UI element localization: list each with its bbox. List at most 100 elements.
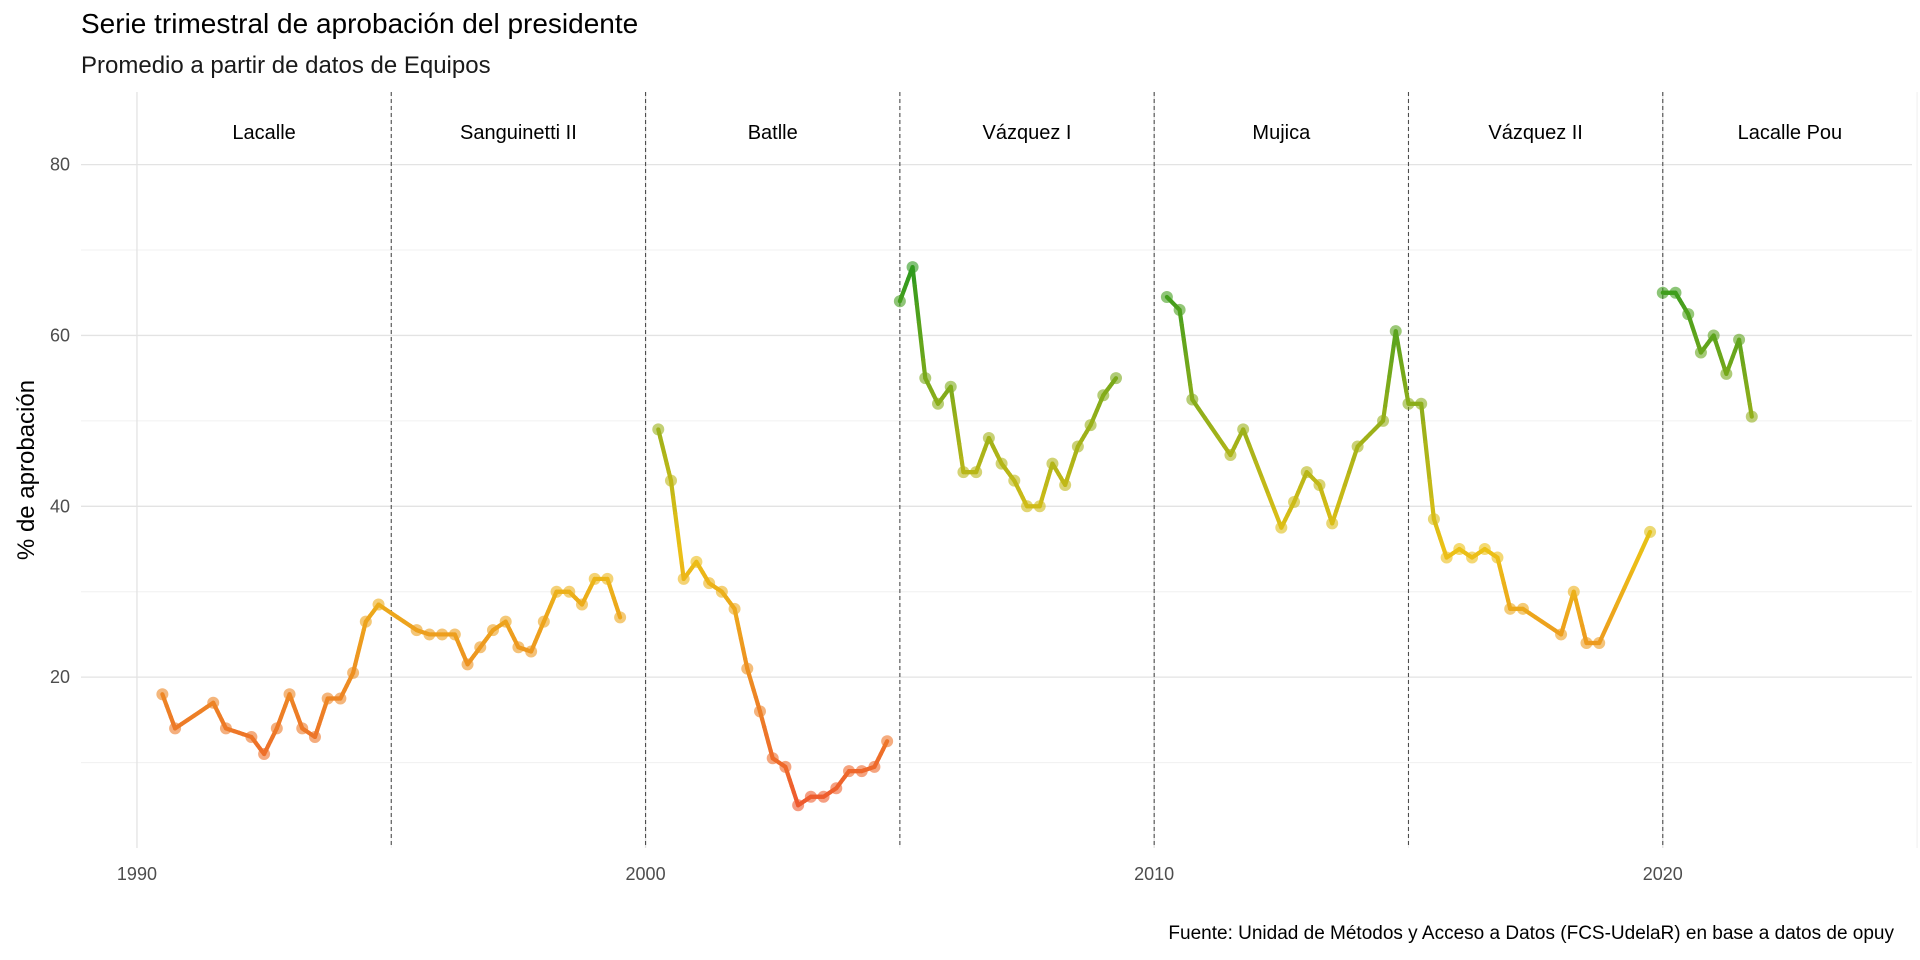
data-point [1682,308,1695,321]
data-point [550,585,563,598]
data-point [1377,414,1390,427]
data-point [830,782,843,795]
series-line-segment [912,283,919,307]
data-point [1466,551,1479,564]
series-line-segment [916,320,924,344]
series-line-segment [957,441,964,460]
data-point [1110,372,1123,385]
data-point [308,730,321,743]
data-point [1224,449,1237,462]
series-line-segment [1614,585,1627,609]
data-point [715,585,728,598]
data-point [970,466,983,479]
data-point [1555,628,1568,641]
series-line-segment [914,302,922,325]
data-point [1008,474,1021,487]
series-line-segment [1334,495,1343,513]
term-label: Mujica [1252,122,1311,144]
series-line-segment [1181,337,1189,357]
data-point [588,572,601,585]
chart-subtitle: Promedio a partir de datos de Equipos [81,52,491,79]
y-tick-label: 80 [50,155,70,175]
series-line-segment [1266,492,1278,514]
series-line-segment [1342,470,1352,488]
data-point [1453,543,1466,556]
grid-lines [81,92,1918,848]
data-point [766,752,779,765]
data-point [448,628,461,641]
x-tick-label: 1990 [117,864,157,884]
data-point [563,585,576,598]
data-point [753,705,766,718]
data-point [1733,333,1746,346]
data-point [881,735,894,748]
data-point [1580,636,1593,649]
data-point [283,688,296,701]
term-dividers [390,92,1664,848]
data-point [664,474,677,487]
data-point [461,658,474,671]
data-point [1504,602,1517,615]
data-point [677,572,690,585]
series-line-segment [1605,603,1619,627]
data-point [1288,496,1301,509]
data-point [843,765,856,778]
data-point [855,765,868,778]
data-point [601,572,614,585]
data-point [372,598,385,611]
data-point [169,722,182,735]
data-point [779,760,792,773]
y-tick-label: 60 [50,325,70,345]
data-point [156,688,169,701]
x-tick-label: 2000 [626,864,666,884]
data-point [1046,457,1059,470]
series-line-segment [1387,358,1394,379]
series-line-segment [1260,476,1271,498]
series-lines [160,265,1754,808]
series-line-segment [675,527,682,549]
series-line-segment [1741,363,1748,381]
source-caption: Fuente: Unidad de Métodos y Acceso a Dat… [1168,923,1894,944]
series-line-segment [1347,457,1356,475]
data-point [486,624,499,637]
series-points [156,261,1758,812]
data-point [347,666,360,679]
data-point [893,295,906,308]
series-line-segment [671,494,678,516]
data-point [258,748,271,761]
data-point [1059,478,1072,491]
data-point [575,598,588,611]
series-line-segment [918,339,926,362]
data-point [1326,517,1339,530]
data-point [1478,543,1491,556]
data-point [982,431,995,444]
data-point [1237,423,1250,436]
data-point [321,692,334,705]
series-line-segment [673,511,680,532]
data-point [525,645,538,658]
data-point [614,611,627,624]
data-point [270,722,283,735]
x-axis-ticks: 1990 2000 2010 2020 [117,864,1683,884]
data-point [919,372,932,385]
data-point [817,790,830,803]
data-point [1440,551,1453,564]
series-line-segment [677,544,684,565]
data-point [690,555,703,568]
series-line-segment [1383,388,1390,409]
data-point [1415,397,1428,410]
data-point [245,730,258,743]
series-line-segment [950,398,958,418]
y-tick-label: 20 [50,667,70,687]
data-point [1351,440,1364,453]
series-line-segment [1427,478,1434,502]
series-line-segment [954,427,962,446]
series-line-segment [1253,460,1265,481]
data-point [1173,303,1186,316]
series-line-segment [1425,459,1432,483]
data-point [1389,325,1402,338]
data-point [1644,525,1657,538]
data-point [1186,393,1199,406]
data-point [474,641,487,654]
